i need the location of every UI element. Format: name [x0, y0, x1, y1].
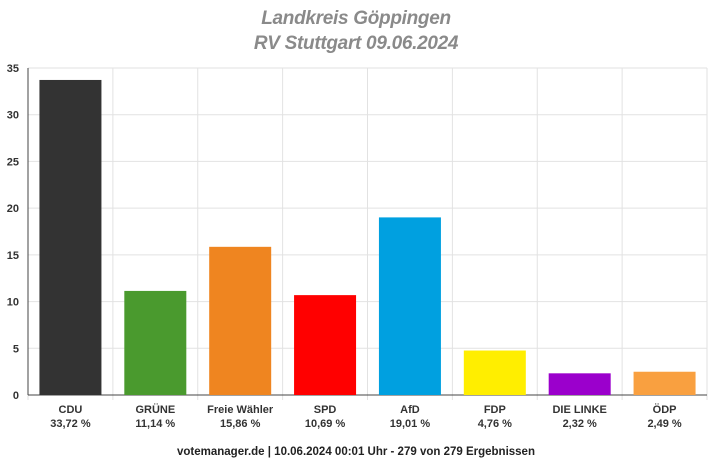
value-label: 2,49 %: [647, 418, 681, 430]
category-label: Freie Wähler: [207, 404, 274, 416]
value-label: 15,86 %: [220, 418, 261, 430]
bar-die-linke: [548, 373, 611, 395]
bar-spd: [294, 295, 357, 395]
y-tick-label: 35: [7, 63, 19, 75]
value-label: 11,14 %: [135, 418, 175, 430]
bar-cdu: [39, 79, 102, 395]
bar-ödp: [633, 371, 696, 395]
chart-footer: votemanager.de | 10.06.2024 00:01 Uhr - …: [177, 446, 535, 458]
bar-grüne: [124, 290, 187, 395]
value-label: 2,32 %: [563, 418, 597, 430]
y-tick-label: 0: [13, 390, 19, 402]
y-tick-label: 5: [13, 343, 19, 355]
y-tick-label: 25: [7, 156, 19, 168]
y-tick-label: 30: [7, 110, 19, 122]
bar-freie-wähler: [209, 246, 272, 395]
category-label: ÖDP: [653, 403, 677, 416]
chart-title: Landkreis Göppingen: [261, 8, 451, 29]
category-label: SPD: [314, 404, 337, 416]
category-label: DIE LINKE: [552, 404, 606, 416]
value-label: 33,72 %: [50, 418, 91, 430]
value-label: 19,01 %: [390, 418, 431, 430]
category-label: FDP: [484, 404, 506, 416]
category-label: GRÜNE: [135, 403, 175, 416]
y-tick-label: 15: [7, 250, 19, 262]
bar-fdp: [463, 350, 526, 395]
y-tick-label: 20: [7, 203, 19, 215]
chart-subtitle: RV Stuttgart 09.06.2024: [253, 33, 459, 54]
y-tick-label: 10: [7, 297, 19, 309]
category-label: CDU: [59, 404, 83, 416]
value-label: 10,69 %: [305, 418, 346, 430]
value-label: 4,76 %: [478, 418, 512, 430]
bar-afd: [378, 217, 441, 395]
category-label: AfD: [400, 404, 420, 416]
